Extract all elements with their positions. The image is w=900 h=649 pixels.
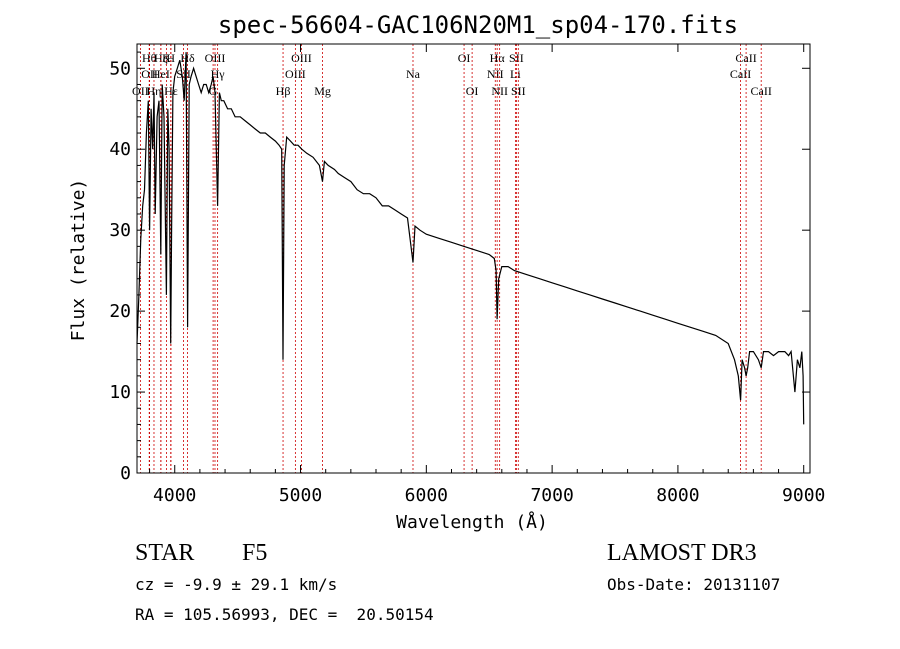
line-label-10: Hδ xyxy=(180,51,195,65)
spectrum-series-line xyxy=(136,52,805,425)
line-label-25: SII xyxy=(509,51,524,65)
sky-coordinates: RA = 105.56993, DEC = 20.50154 xyxy=(135,605,434,624)
line-label-29: CaII xyxy=(751,84,772,98)
x-axis: 4000 5000 6000 7000 8000 9000 xyxy=(149,44,825,506)
line-label-15: OIII xyxy=(285,67,306,81)
x-tick-label-4: 8000 xyxy=(656,485,699,506)
line-label-14: Hβ xyxy=(276,84,291,98)
line-label-26: SII xyxy=(511,84,526,98)
y-axis: 0 10 20 30 40 50 xyxy=(109,51,810,484)
x-tick-label-5: 9000 xyxy=(782,485,825,506)
line-label-27: CaII xyxy=(730,67,751,81)
line-label-13: Hγ xyxy=(211,67,226,81)
spectral-subclass: F5 xyxy=(242,540,268,566)
line-label-23: NII xyxy=(491,84,508,98)
redshift-velocity: cz = -9.9 ± 29.1 km/s xyxy=(135,575,338,594)
y-tick-label-2: 20 xyxy=(109,301,131,322)
survey-name: LAMOST DR3 xyxy=(607,540,757,566)
y-tick-label-5: 50 xyxy=(109,58,131,79)
line-label-19: OI xyxy=(458,51,471,65)
y-tick-label-3: 30 xyxy=(109,220,131,241)
line-label-18: Na xyxy=(406,67,421,81)
observation-date: Obs-Date: 20131107 xyxy=(607,575,781,594)
line-label-5: HeI xyxy=(152,67,170,81)
line-label-11: G xyxy=(209,84,218,98)
y-axis-label: Flux (relative) xyxy=(68,179,89,342)
y-tick-label-0: 0 xyxy=(120,463,131,484)
object-type: STAR xyxy=(135,540,195,566)
x-tick-label-1: 5000 xyxy=(279,485,322,506)
line-label-20: OI xyxy=(466,84,479,98)
plot-frame xyxy=(136,43,811,474)
chart-title: spec-56604-GAC106N20M1_sp04-170.fits xyxy=(218,11,738,39)
x-axis-label: Wavelength (Å) xyxy=(396,511,548,533)
y-tick-label-1: 10 xyxy=(109,382,131,403)
line-label-22: Hα xyxy=(490,51,506,65)
line-label-24: Li xyxy=(510,67,521,81)
line-label-9: SII xyxy=(176,67,191,81)
x-tick-label-2: 6000 xyxy=(405,485,448,506)
line-markers: OIIHθOIIHηHζHeIKHεHSIIHδGOIIIHγHβOIIIOII… xyxy=(132,44,772,473)
line-label-7: Hε xyxy=(164,84,178,98)
line-label-28: CaII xyxy=(735,51,756,65)
line-label-3: Hη xyxy=(147,84,162,98)
line-label-21: NII xyxy=(487,67,504,81)
x-tick-label-0: 4000 xyxy=(153,485,196,506)
line-label-0: OII xyxy=(132,84,149,98)
y-tick-label-4: 40 xyxy=(109,139,131,160)
line-label-16: OIII xyxy=(291,51,312,65)
line-label-6: K xyxy=(162,51,171,65)
x-tick-label-3: 7000 xyxy=(530,485,573,506)
line-label-17: Mg xyxy=(314,84,331,98)
line-label-8: H xyxy=(166,51,175,65)
line-label-12: OIII xyxy=(205,51,226,65)
